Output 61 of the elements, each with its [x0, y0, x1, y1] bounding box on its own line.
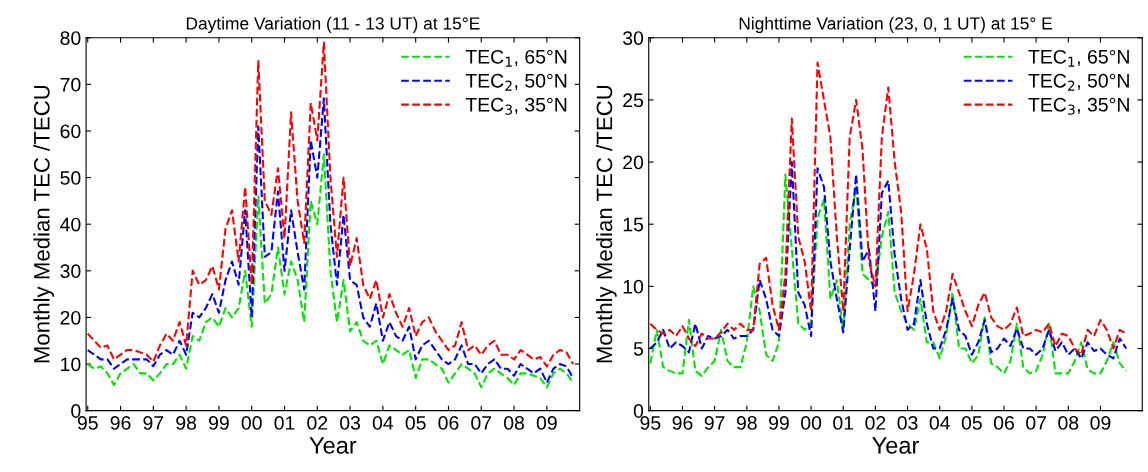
x-tick-label: 97: [704, 416, 725, 430]
y-tick-label: 0: [71, 404, 81, 418]
x-tick-label: 07: [471, 416, 492, 430]
x-tick-label: 02: [307, 416, 328, 430]
x-tick-label: 96: [672, 416, 693, 430]
x-tick-label: 04: [372, 416, 394, 430]
y-tick-label: 50: [60, 171, 81, 185]
x-tick-label: 96: [110, 416, 131, 430]
x-tick-label: 06: [993, 416, 1014, 430]
y-tick-label: 30: [622, 31, 644, 45]
x-tick-label: 02: [865, 416, 886, 430]
x-axis-title: Year: [872, 437, 919, 454]
line-series: [86, 41, 575, 368]
legend-label: TEC$_{3}$, 35°N: [1028, 97, 1129, 115]
y-tick-label: 10: [623, 279, 644, 294]
y-tick-label: 60: [60, 124, 81, 139]
x-tick-label: 01: [833, 416, 854, 430]
x-tick-label: 98: [176, 416, 197, 430]
x-tick-label: 05: [961, 416, 982, 430]
x-tick-label: 97: [143, 416, 164, 430]
x-tick-label: 99: [769, 416, 789, 430]
y-tick-label: 70: [60, 77, 81, 92]
x-tick-label: 03: [340, 416, 361, 430]
x-tick-label: 98: [736, 416, 757, 430]
y-tick-label: 25: [623, 93, 644, 108]
x-tick-label: 95: [77, 416, 98, 430]
legend-label: TEC$_{2}$, 50°N: [1028, 73, 1129, 91]
legend-label: TEC$_{1}$, 65°N: [1028, 49, 1129, 67]
y-tick-label: 10: [61, 357, 81, 372]
x-tick-label: 00: [241, 416, 262, 430]
y-tick-label: 5: [633, 342, 644, 356]
chart-title: Nighttime Variation (23, 0, 1 UT) at 15° E: [739, 16, 1052, 34]
x-tick-label: 07: [1026, 416, 1046, 430]
x-tick-label: 95: [640, 416, 661, 430]
y-tick-label: 20: [60, 310, 81, 325]
x-tick-label: 05: [405, 416, 426, 430]
x-tick-label: 04: [929, 416, 950, 430]
legend-label: TEC$_{1}$, 65°N: [465, 49, 567, 67]
y-tick-label: 80: [60, 31, 81, 45]
y-tick-label: 30: [60, 264, 81, 279]
line-series: [86, 97, 575, 384]
y-tick-label: 0: [633, 404, 644, 418]
x-tick-label: 08: [503, 416, 525, 430]
x-tick-label: 03: [897, 416, 918, 430]
chart-title: Daytime Variation (11 - 13 UT) at 15°E: [186, 16, 480, 34]
y-tick-label: 15: [623, 217, 644, 232]
x-tick-label: 00: [801, 416, 822, 430]
legend-label: TEC$_{2}$, 50°N: [465, 73, 567, 91]
x-tick-label: 01: [274, 416, 295, 430]
x-tick-label: 99: [209, 416, 229, 430]
y-axis-title: Monthly Median TEC /TECU: [33, 85, 55, 363]
x-axis-title: Year: [309, 437, 357, 454]
line-series: [86, 153, 575, 389]
y-tick-label: 20: [623, 155, 644, 170]
x-tick-label: 06: [438, 416, 459, 430]
x-tick-label: 09: [1090, 416, 1111, 430]
x-tick-label: 08: [1058, 416, 1079, 430]
x-tick-label: 09: [536, 416, 557, 430]
y-axis-title: Monthly Median TEC /TECU: [595, 85, 617, 363]
legend-label: TEC$_{3}$, 35°N: [465, 97, 567, 115]
y-tick-label: 40: [60, 217, 81, 232]
